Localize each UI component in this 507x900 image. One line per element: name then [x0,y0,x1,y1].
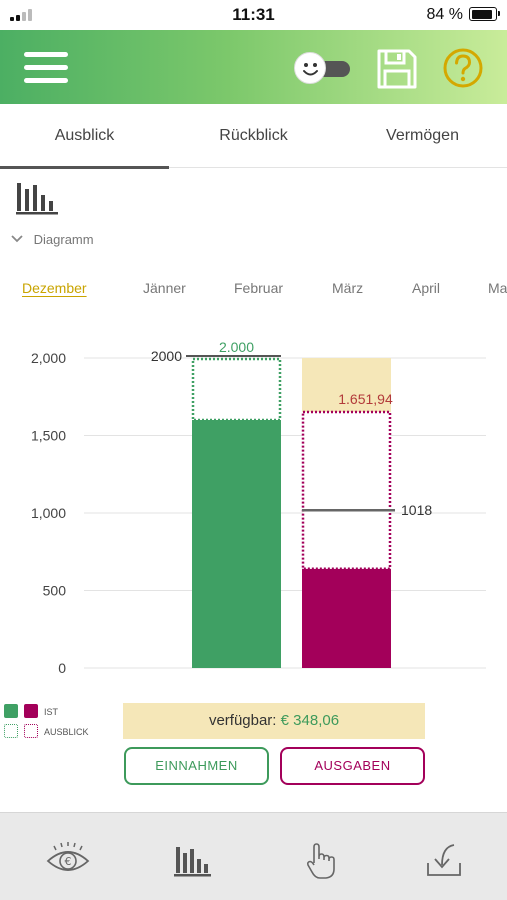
month-jaenner[interactable]: Jänner [143,280,186,296]
chart-legend: IST AUSBLICK [4,704,114,740]
y-tick-label: 2,000 [31,350,66,366]
month-maerz[interactable]: März [332,280,364,296]
budget-chart-svg: 0 500 1,000 1,500 2,000 2.000 2000 1.651,94 1018 [31,339,486,676]
help-icon[interactable] [442,47,484,89]
month-februar[interactable]: Februar [234,280,284,296]
legend-ausblick-expense-swatch [24,724,38,738]
battery-percent: 84 % [426,6,463,23]
income-ist-bar [192,420,281,668]
diagramm-label: Diagramm [33,232,94,247]
legend-ist-income-swatch [4,704,18,718]
tab-rueckblick[interactable]: Rückblick [219,127,288,144]
y-tick-label: 0 [58,660,66,676]
download-tray-icon[interactable] [424,841,464,881]
month-dezember[interactable]: Dezember [22,280,87,296]
battery-icon [469,7,500,21]
y-tick-label: 1,500 [31,428,66,444]
svg-text:€: € [65,855,72,868]
bar-chart-nav-icon[interactable] [173,841,213,881]
save-icon[interactable] [376,48,418,90]
expense-marker-label: 1018 [401,502,432,518]
income-marker-label: 2000 [151,348,182,364]
expense-ist-bar [302,568,391,668]
diagramm-toggle[interactable]: Diagramm [10,232,94,250]
tab-bar: Ausblick Rückblick Vermögen [0,104,507,169]
month-mai[interactable]: Ma [488,280,507,296]
available-summary: verfügbar: € 348,06 [123,703,425,739]
expense-budget-bar [302,358,391,412]
income-ausblick-label: 2.000 [219,339,254,355]
expense-ausblick-label: 1.651,94 [338,391,393,407]
income-button[interactable]: EINNAHMEN [124,747,269,785]
menu-icon[interactable] [24,52,68,84]
legend-ausblick-income-swatch [4,724,18,738]
month-selector: Dezember Jänner Februar März April Ma [0,280,507,300]
tab-vermoegen[interactable]: Vermögen [386,127,459,144]
tab-ausblick[interactable]: Ausblick [54,127,115,144]
chevron-down-icon [11,235,23,243]
hand-pointer-icon[interactable] [302,841,342,881]
active-tab-indicator [0,166,169,169]
legend-ist-label: IST [44,707,59,717]
toggle-icon[interactable] [294,52,352,84]
expense-button[interactable]: AUSGABEN [280,747,425,785]
bar-chart-icon[interactable] [16,180,58,216]
budget-chart: 0 500 1,000 1,500 2,000 2.000 2000 1.651,94 1018 [0,330,507,690]
y-tick-label: 1,000 [31,505,66,521]
legend-ist-expense-swatch [24,704,38,718]
available-label: verfügbar: [208,712,277,729]
status-bar: 11:31 84 % [0,0,507,30]
eye-euro-icon[interactable]: € [46,841,90,881]
y-tick-label: 500 [43,583,67,599]
bottom-nav: € [0,812,507,900]
app-header [0,30,507,104]
legend-ausblick-label: AUSBLICK [44,727,89,737]
signal-icon [10,9,34,21]
available-value: € 348,06 [280,712,340,729]
month-april[interactable]: April [412,280,441,296]
expense-ausblick-bar [301,410,392,571]
income-ausblick-bar [191,357,282,422]
status-time: 11:31 [232,5,275,24]
